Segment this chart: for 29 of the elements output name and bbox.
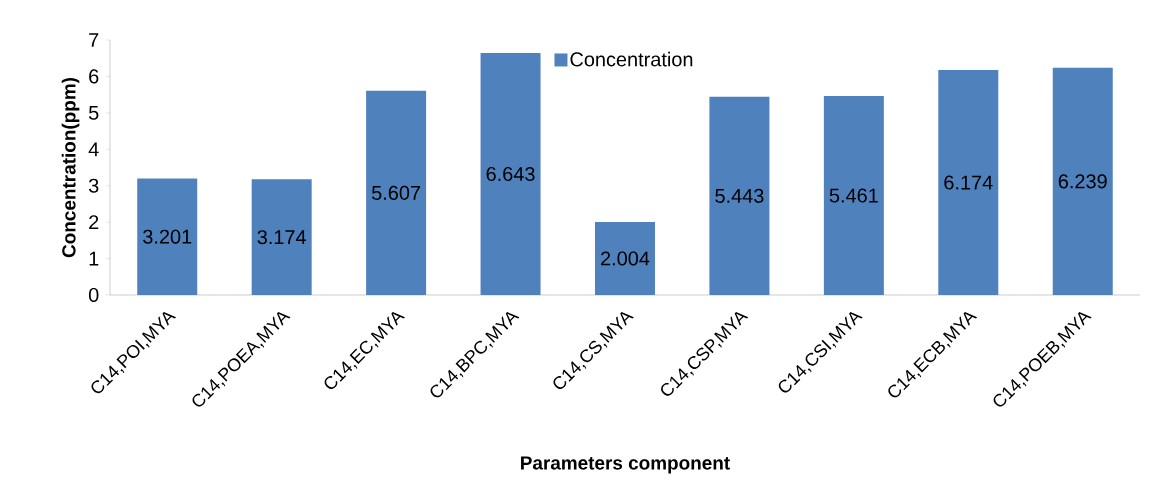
bar (1052, 67, 1113, 295)
y-tick-label: 2 (89, 215, 99, 230)
data-label: 5.607 (371, 185, 421, 200)
data-label: 5.443 (715, 188, 764, 203)
y-tick-label: 7 (89, 33, 99, 47)
data-label: 2.004 (601, 251, 650, 266)
data-label: 5.461 (829, 188, 878, 203)
y-axis-title: Concentration(ppm) (61, 78, 80, 258)
bar (137, 178, 198, 295)
y-tick-label: 3 (88, 178, 99, 193)
data-label: 3.174 (257, 230, 307, 245)
y-tick-label: 0 (88, 287, 99, 303)
y-tick-label: 4 (88, 142, 99, 157)
bar (823, 96, 884, 295)
data-label: 6.643 (486, 166, 535, 182)
data-label: 6.174 (944, 175, 993, 190)
bar (251, 179, 312, 295)
x-axis-title: Parameters component (521, 456, 730, 474)
data-label: 3.201 (143, 229, 192, 244)
bar (594, 221, 655, 295)
y-tick-label: 1 (89, 251, 99, 266)
bar (709, 96, 770, 295)
bar (480, 53, 541, 295)
legend-label: Concentration (570, 51, 693, 67)
y-tick-label: 5 (88, 105, 99, 120)
y-tick-label: 6 (89, 69, 99, 84)
data-label: 6.239 (1058, 174, 1107, 189)
bar (366, 90, 427, 295)
bar (938, 70, 999, 295)
